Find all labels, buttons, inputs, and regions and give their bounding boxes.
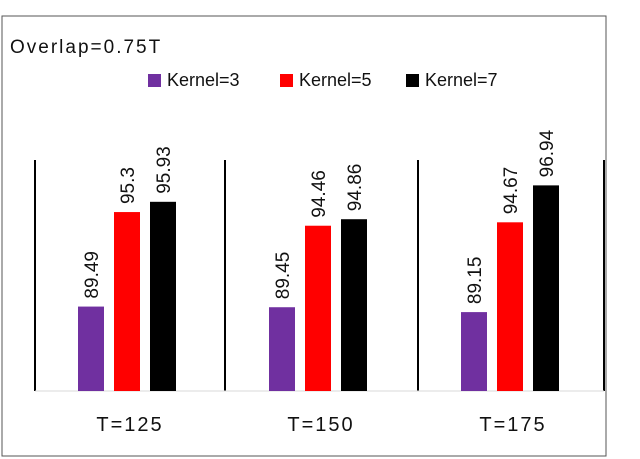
value-label-t-150-kernel-3: 89.45 (273, 252, 294, 300)
bar-t-150-kernel-3 (269, 307, 295, 391)
category-dividers (34, 160, 605, 391)
bar-t-150-kernel-7 (341, 219, 367, 391)
bar-t-175-kernel-5 (497, 222, 523, 391)
legend: Kernel=3 Kernel=5 Kernel=7 (148, 70, 498, 90)
value-label-t-175-kernel-5: 94.67 (501, 167, 522, 215)
value-label-t-125-kernel-7: 95.93 (154, 146, 175, 194)
chart-title: Overlap=0.75T (10, 37, 162, 58)
legend-label-kernel-5: Kernel=5 (299, 70, 372, 90)
x-axis-labels: T=125 T=150 T=175 (96, 414, 546, 436)
x-label-t-125: T=125 (96, 414, 163, 436)
legend-swatch-kernel-3 (148, 74, 161, 87)
bar-t-150-kernel-5 (305, 225, 331, 391)
value-labels: 89.49 95.3 95.93 89.45 94.46 94.86 89.15 94.67 9… (82, 129, 558, 304)
value-label-t-175-kernel-7: 96.94 (537, 129, 558, 177)
legend-label-kernel-7: Kernel=7 (425, 70, 498, 90)
bar-t-175-kernel-7 (533, 185, 559, 391)
bars (78, 185, 559, 391)
bar-t-125-kernel-3 (78, 306, 104, 391)
legend-label-kernel-3: Kernel=3 (167, 70, 240, 90)
bar-t-125-kernel-7 (150, 201, 176, 391)
value-label-t-125-kernel-3: 89.49 (82, 251, 103, 299)
bar-t-125-kernel-5 (114, 212, 140, 391)
x-label-t-175: T=175 (479, 414, 546, 436)
bar-t-175-kernel-3 (461, 312, 487, 391)
x-label-t-150: T=150 (287, 414, 354, 436)
value-label-t-125-kernel-5: 95.3 (118, 167, 139, 204)
value-label-t-150-kernel-5: 94.46 (309, 170, 330, 218)
value-label-t-175-kernel-3: 89.15 (465, 257, 486, 305)
legend-swatch-kernel-7 (406, 74, 419, 87)
value-label-t-150-kernel-7: 94.86 (345, 164, 366, 212)
legend-swatch-kernel-5 (280, 74, 293, 87)
